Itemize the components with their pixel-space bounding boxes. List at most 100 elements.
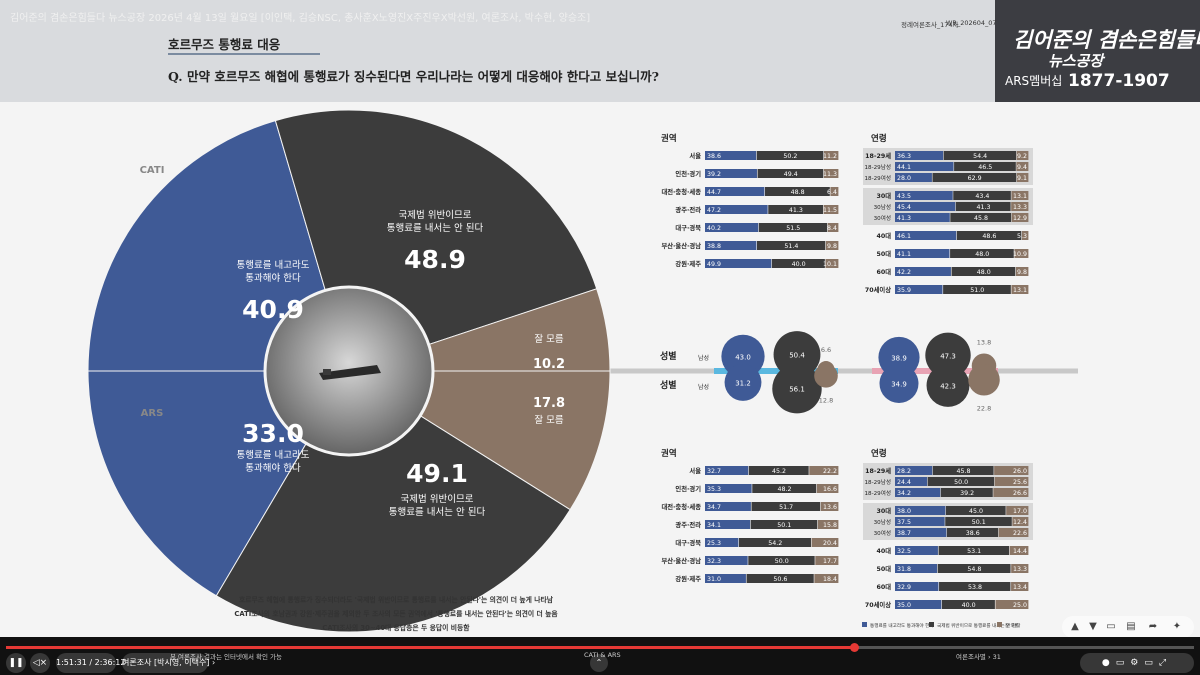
age-cati-bar [950, 249, 1014, 258]
clip-icon[interactable]: ▭ [1106, 621, 1116, 632]
region-ars-bar-label: 48.2 [778, 486, 792, 493]
ars-slice-value: 17.8 [533, 396, 565, 411]
comment-icon[interactable]: ▤ [1126, 621, 1136, 632]
age-ars-bar [932, 466, 994, 475]
age-ars-bar [937, 564, 1011, 573]
region-ars-bar [705, 484, 752, 493]
age-ars-bar [895, 582, 939, 591]
legend-label: 국제법 위반이므로 통행료를 내서는 안 된다 [937, 622, 1021, 629]
right-label: 여론조사별 › 31 [956, 653, 1001, 661]
age-ars-bar-label: 50.1 [972, 519, 986, 526]
age-cati-bar [1016, 162, 1029, 171]
age-ars-bar-label: 32.9 [897, 584, 911, 591]
legend-swatch [862, 622, 867, 627]
age-cati-title: 연령 [871, 133, 887, 144]
region-ars-bar [809, 466, 839, 475]
age-cati-bar [932, 173, 1017, 182]
age-ars-bar-label: 13.4 [1013, 584, 1027, 591]
gender-male-cati-value: 43.0 [735, 353, 751, 361]
gender-male-ars-value: 12.8 [819, 397, 833, 405]
age-cati-category: 60대 [876, 267, 891, 276]
age-cati-bar-label: 13.1 [1013, 287, 1027, 294]
gender-female-ars-value: 22.8 [977, 405, 991, 413]
region-cati-bar [756, 151, 824, 160]
gender-male-cati-value: 6.6 [821, 346, 831, 354]
age-ars-bar [895, 477, 928, 486]
region-cati-bar-label: 50.2 [783, 153, 797, 160]
gender-female-ars-bubble [968, 364, 1000, 396]
region-ars-bar-label: 32.3 [707, 558, 721, 565]
player-controls [0, 637, 1200, 675]
age-cati-bar [895, 191, 953, 200]
region-cati-bar-label: 11.3 [823, 171, 837, 178]
region-ars-bar [750, 520, 818, 529]
age-cati-bar [943, 285, 1011, 294]
age-cati-category: 18-29남성 [864, 163, 891, 171]
age-cati-bar [1021, 231, 1029, 240]
age-ars-bar-label: 26.6 [1013, 490, 1027, 497]
progress-knob[interactable] [850, 643, 859, 652]
share-icon[interactable]: ➦ [1148, 621, 1158, 632]
chapter-button[interactable]: 여론조사 [박시영, 이택수] › [122, 653, 215, 673]
age-ars-bar-label: 31.8 [897, 566, 911, 573]
age-ars-bar-label: 25.6 [1013, 479, 1027, 486]
age-ars-bar-label: 38.6 [966, 530, 980, 537]
region-cati-category: 부산·울산·경남 [661, 241, 701, 250]
age-ars-bar-label: 50.0 [954, 479, 968, 486]
region-ars-bar [738, 538, 812, 547]
region-ars-bar [815, 556, 839, 565]
age-cati-bar [943, 151, 1017, 160]
region-ars-bar-label: 35.3 [707, 486, 721, 493]
region-cati-bar [827, 223, 839, 232]
region-cati-bar-label: 49.9 [707, 261, 721, 268]
region-ars-bar [748, 556, 815, 565]
mute-icon[interactable]: ◁× [30, 653, 50, 673]
age-ars-bar [895, 564, 938, 573]
region-ars-bar-label: 18.4 [823, 576, 837, 583]
age-ars-bar-label: 25.0 [1013, 602, 1027, 609]
play-pause-icon[interactable]: ❚❚ [6, 653, 26, 673]
chevron-up-icon[interactable]: ⌃ [590, 654, 608, 672]
age-ars-bar-label: 34.2 [897, 490, 911, 497]
region-cati-bar-label: 47.2 [707, 207, 721, 214]
age-ars-bar [1006, 506, 1029, 515]
region-cati-bar-label: 8.4 [827, 225, 837, 232]
like-icon[interactable]: ▲ [1071, 621, 1079, 632]
region-cati-bar [823, 169, 839, 178]
age-cati-bar-label: 48.0 [975, 251, 989, 258]
age-cati-bar-label: 9.4 [1017, 164, 1027, 171]
dislike-icon[interactable]: ▼ [1089, 621, 1097, 632]
region-ars-bar [811, 538, 839, 547]
region-ars-bar-label: 34.7 [707, 504, 721, 511]
age-ars-category: 18-29여성 [864, 489, 891, 497]
ship-hull [319, 365, 381, 380]
time-display: 1:51:31 / 2:36:12 [56, 653, 125, 673]
region-ars-bar [817, 520, 839, 529]
age-cati-bar-label: 13.1 [1013, 193, 1027, 200]
age-cati-bar [895, 162, 954, 171]
more-icon[interactable]: ✦ [1172, 621, 1182, 632]
gender-female-cati-value: 47.3 [940, 352, 956, 360]
age-cati-bar-label: 54.4 [973, 153, 987, 160]
region-ars-category: 인천·경기 [675, 484, 701, 493]
age-ars-bar [940, 488, 993, 497]
logo-line-4: 1877-1907 [1068, 71, 1170, 91]
age-cati-bar [954, 162, 1016, 171]
age-ars-bar-label: 39.2 [960, 490, 974, 497]
region-ars-bar-label: 22.2 [823, 468, 837, 475]
region-cati-bar-label: 11.5 [823, 207, 837, 214]
age-ars-bar [945, 506, 1006, 515]
age-cati-category: 30대 [876, 191, 891, 200]
age-ars-bar-label: 28.2 [897, 468, 911, 475]
report-id: WR_202604_07 [946, 19, 997, 27]
region-cati-bar-label: 38.6 [707, 153, 721, 160]
age-cati-bar-label: 41.3 [897, 215, 911, 222]
age-ars-bar [938, 546, 1010, 555]
age-ars-bar-label: 37.5 [897, 519, 911, 526]
cati-slice-value: 10.2 [533, 357, 565, 372]
player-right-icons[interactable]: ●▭⚙▭⤢ [1080, 653, 1194, 673]
age-ars-bar-label: 26.0 [1013, 468, 1027, 475]
age-cati-bar-label: 46.5 [978, 164, 992, 171]
age-cati-bar-label: 48.0 [977, 269, 991, 276]
cati-label: CATI [140, 165, 165, 176]
